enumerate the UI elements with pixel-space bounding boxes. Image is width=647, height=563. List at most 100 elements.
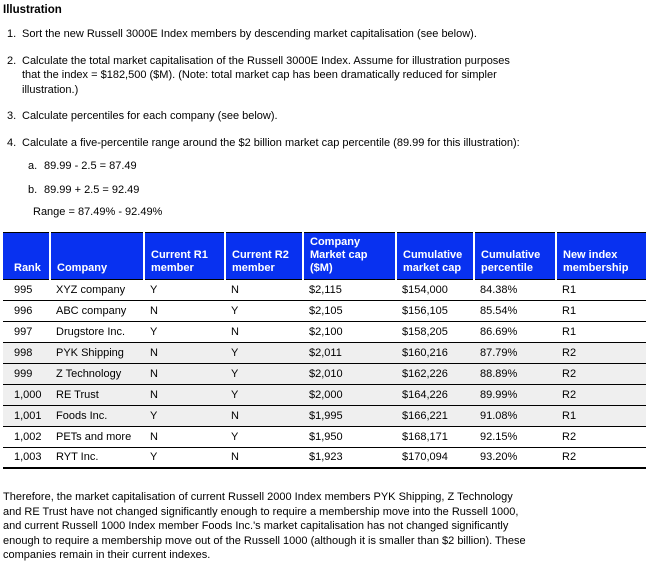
table-cell: 87.79% [474, 342, 556, 364]
table-cell: $168,171 [396, 426, 474, 448]
column-header-new-membership: New index membership [555, 232, 646, 280]
table-cell: R1 [556, 405, 646, 427]
table-cell: PETs and more [50, 426, 144, 448]
table-row: 1,000 RE Trust N Y $2,000 $164,226 89.99… [3, 384, 646, 406]
table-cell: N [144, 426, 225, 448]
lettered-substep: b. 89.99 + 2.5 = 92.49 [28, 183, 643, 198]
substep-text: 89.99 - 2.5 = 87.49 [44, 160, 137, 172]
table-cell: 998 [3, 342, 50, 364]
column-header-current-r1: Current R1 member [143, 232, 225, 280]
table-cell: N [144, 384, 225, 406]
table-row: 997 Drugstore Inc. Y N $2,100 $158,205 8… [3, 321, 646, 343]
table-row: 999 Z Technology N Y $2,010 $162,226 88.… [3, 363, 646, 385]
table-cell: $2,115 [303, 279, 396, 301]
table-cell: Z Technology [50, 363, 144, 385]
numbered-step: 1. Sort the new Russell 3000E Index memb… [2, 27, 643, 42]
table-cell: 93.20% [474, 447, 556, 469]
table-cell: RYT Inc. [50, 447, 144, 469]
column-header-cumulative-cap: Cumulative market cap [395, 232, 474, 280]
range-summary: Range = 87.49% - 92.49% [33, 206, 163, 218]
table-cell: R2 [556, 426, 646, 448]
table-cell: $2,000 [303, 384, 396, 406]
table-cell: $164,226 [396, 384, 474, 406]
table-row: 996 ABC company N Y $2,105 $156,105 85.5… [3, 300, 646, 322]
table-cell: N [144, 342, 225, 364]
table-cell: R1 [556, 300, 646, 322]
table-cell: Foods Inc. [50, 405, 144, 427]
column-header-cumulative-percentile: Cumulative percentile [473, 232, 556, 280]
column-header-current-r2: Current R2 member [224, 232, 303, 280]
table-cell: 996 [3, 300, 50, 322]
table-cell: 995 [3, 279, 50, 301]
table-cell: $156,105 [396, 300, 474, 322]
table-cell: Y [225, 363, 303, 385]
header-row: Rank Company Current R1 member Current R… [3, 232, 646, 280]
numbered-step: 2. Calculate the total market capitalisa… [2, 54, 643, 98]
table-cell: R1 [556, 321, 646, 343]
table-cell: RE Trust [50, 384, 144, 406]
step-text: Calculate a five-percentile range around… [22, 136, 520, 149]
step-text: Calculate the total market capitalisatio… [22, 54, 510, 96]
numbered-step: 4. Calculate a five-percentile range aro… [2, 136, 643, 151]
table-cell: $1,923 [303, 447, 396, 469]
substep-text: 89.99 + 2.5 = 92.49 [44, 183, 140, 196]
section-title: Illustration [3, 4, 62, 16]
table-cell: $2,100 [303, 321, 396, 343]
table-cell: $2,011 [303, 342, 396, 364]
table-cell: N [225, 321, 303, 343]
table-cell: R2 [556, 447, 646, 469]
table-cell: $1,950 [303, 426, 396, 448]
table-cell: N [144, 363, 225, 385]
conclusion-paragraph: Therefore, the market capitalisation of … [3, 491, 526, 561]
table-cell: 1,001 [3, 405, 50, 427]
table-cell: Y [225, 342, 303, 364]
table-cell: $158,205 [396, 321, 474, 343]
substep-letter: a. [28, 160, 38, 172]
numbered-step: 3. Calculate percentiles for each compan… [2, 109, 643, 124]
table-cell: Y [225, 384, 303, 406]
table-cell: 85.54% [474, 300, 556, 322]
index-membership-table: Rank Company Current R1 member Current R… [3, 231, 646, 469]
table-cell: N [225, 447, 303, 469]
step-text: Calculate percentiles for each company (… [22, 110, 278, 122]
table-cell: 1,002 [3, 426, 50, 448]
table-row: 1,001 Foods Inc. Y N $1,995 $166,221 91.… [3, 405, 646, 427]
table-cell: ABC company [50, 300, 144, 322]
table-cell: 999 [3, 363, 50, 385]
table-cell: R2 [556, 363, 646, 385]
table-row: 1,002 PETs and more N Y $1,950 $168,171 … [3, 426, 646, 448]
table-body: 995 XYZ company Y N $2,115 $154,000 84.3… [3, 279, 646, 469]
table-cell: 997 [3, 321, 50, 343]
table-cell: $166,221 [396, 405, 474, 427]
table-cell: $160,216 [396, 342, 474, 364]
table-header: Rank Company Current R1 member Current R… [3, 232, 646, 280]
table-cell: 91.08% [474, 405, 556, 427]
table-cell: N [144, 300, 225, 322]
table-cell: $162,226 [396, 363, 474, 385]
table-cell: XYZ company [50, 279, 144, 301]
table-cell: R1 [556, 279, 646, 301]
table-row: 998 PYK Shipping N Y $2,011 $160,216 87.… [3, 342, 646, 364]
step-text: Sort the new Russell 3000E Index members… [22, 28, 477, 40]
table-cell: N [225, 279, 303, 301]
table-cell: $2,105 [303, 300, 396, 322]
step-number: 4. [7, 136, 17, 149]
table-row: 1,003 RYT Inc. Y N $1,923 $170,094 93.20… [3, 447, 646, 469]
table-row: 995 XYZ company Y N $2,115 $154,000 84.3… [3, 279, 646, 301]
table-cell: 1,003 [3, 447, 50, 469]
table-cell: 92.15% [474, 426, 556, 448]
table-cell: R2 [556, 384, 646, 406]
column-header-company: Company [49, 232, 144, 280]
table-cell: Y [144, 405, 225, 427]
table-cell: 86.69% [474, 321, 556, 343]
lettered-substep: a. 89.99 - 2.5 = 87.49 [28, 159, 643, 174]
table-cell: 89.99% [474, 384, 556, 406]
table-cell: $154,000 [396, 279, 474, 301]
table-cell: Drugstore Inc. [50, 321, 144, 343]
table-cell: N [225, 405, 303, 427]
column-header-market-cap: Company Market cap ($M) [302, 232, 396, 280]
column-header-rank: Rank [3, 232, 50, 280]
substep-letter: b. [28, 183, 38, 196]
table-cell: Y [144, 447, 225, 469]
